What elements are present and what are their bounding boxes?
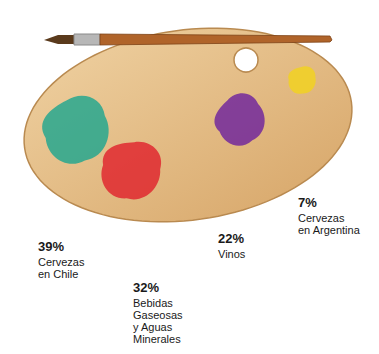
svg-text:Gaseosas: Gaseosas: [133, 309, 183, 321]
svg-text:Cervezas: Cervezas: [38, 256, 85, 268]
svg-text:y Aguas: y Aguas: [133, 321, 173, 333]
svg-text:Vinos: Vinos: [218, 248, 246, 260]
svg-text:32%: 32%: [133, 280, 159, 295]
svg-text:22%: 22%: [218, 231, 244, 246]
svg-text:Cervezas: Cervezas: [298, 212, 345, 224]
svg-text:7%: 7%: [298, 195, 317, 210]
svg-text:Minerales: Minerales: [133, 333, 181, 345]
svg-text:39%: 39%: [38, 239, 64, 254]
svg-text:en Chile: en Chile: [38, 268, 78, 280]
svg-text:en Argentina: en Argentina: [298, 224, 361, 236]
svg-text:Bebidas: Bebidas: [133, 297, 173, 309]
